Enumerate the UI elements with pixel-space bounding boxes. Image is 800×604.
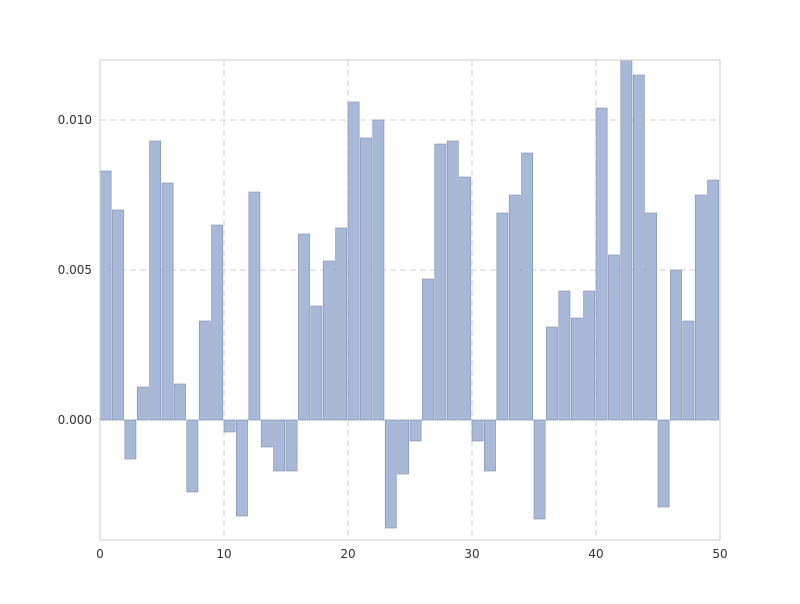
y-tick-label: 0.010: [58, 113, 92, 127]
bar: [595, 107, 608, 421]
bar: [583, 290, 596, 421]
bar: [198, 320, 211, 421]
bars-layer: [99, 59, 720, 529]
bar: [174, 383, 186, 421]
bar: [422, 278, 434, 421]
bar: [124, 419, 137, 460]
x-tick-label: 0: [96, 547, 104, 561]
x-tick-label: 10: [216, 547, 231, 561]
bar: [484, 419, 496, 472]
bar: [533, 419, 546, 520]
bar: [409, 419, 422, 442]
bar: [161, 182, 174, 421]
y-tick-label: 0.005: [58, 263, 92, 277]
bar: [434, 143, 447, 421]
plot-frame: [99, 59, 721, 541]
bar: [558, 290, 571, 421]
bar: [384, 419, 397, 529]
bar: [112, 209, 124, 421]
bar: [397, 419, 410, 475]
bar: [682, 320, 695, 421]
x-tick-label: 40: [588, 547, 603, 561]
bar: [645, 212, 658, 421]
bar: [471, 419, 484, 442]
bar: [496, 212, 509, 421]
bar: [620, 59, 633, 421]
bar: [310, 305, 323, 421]
x-tick-label: 20: [340, 547, 355, 561]
bar: [99, 170, 112, 421]
bar: [657, 419, 670, 508]
bar: [570, 317, 583, 421]
bar: [347, 101, 360, 421]
tick-labels-layer: 0 10 20 30 40 50 0.000 0.005 0.010: [58, 113, 728, 561]
bar: [508, 194, 521, 421]
bar: [360, 137, 372, 421]
x-tick-label: 30: [464, 547, 479, 561]
bar: [707, 179, 720, 421]
bar: [446, 140, 459, 421]
bar: [298, 233, 310, 421]
bar: [322, 260, 335, 421]
bar: [285, 419, 298, 472]
x-tick-label: 50: [712, 547, 727, 561]
bar: [670, 269, 682, 421]
y-tick-label: 0.000: [58, 413, 92, 427]
bar: [186, 419, 199, 493]
bar: [223, 419, 236, 433]
bar: [211, 224, 224, 421]
bar: [694, 194, 707, 421]
bar: [273, 419, 286, 472]
bar: [608, 254, 620, 421]
bar: [546, 326, 558, 421]
bar: [260, 419, 273, 448]
bar: [335, 227, 348, 421]
bar: [136, 386, 149, 421]
bar: [248, 191, 261, 421]
bar: [149, 140, 162, 421]
bar: [632, 74, 645, 421]
bar: [459, 176, 472, 421]
bar: [372, 119, 385, 421]
bar: [521, 152, 534, 421]
bar: [236, 419, 248, 517]
